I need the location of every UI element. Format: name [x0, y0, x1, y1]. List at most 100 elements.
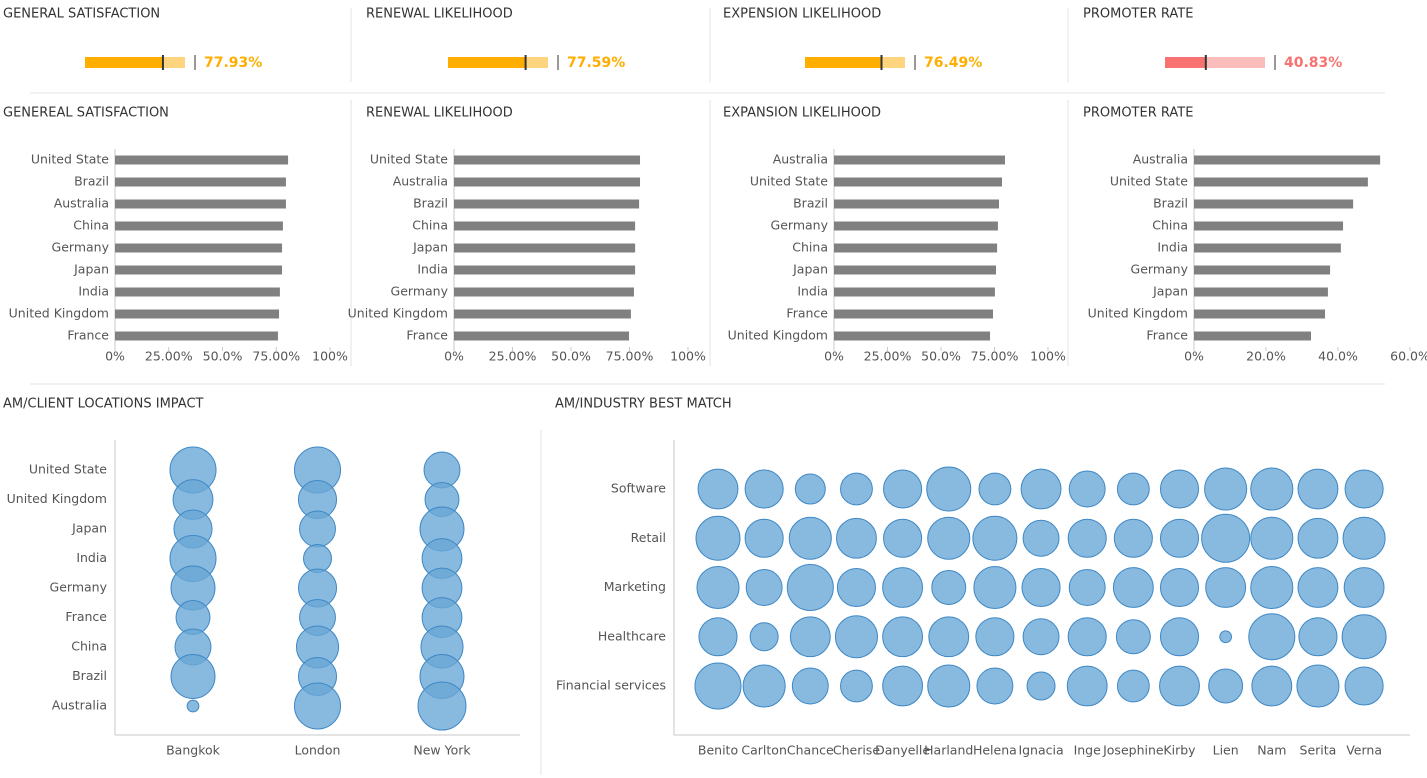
bubble	[791, 667, 829, 705]
bar	[834, 287, 995, 297]
bubble	[840, 472, 873, 506]
category-label: Australia	[393, 174, 448, 189]
x-category-label: Cherise	[833, 743, 880, 758]
category-label: United Kingdom	[9, 306, 109, 321]
bar	[115, 243, 283, 253]
bubble	[698, 617, 738, 657]
bar	[1194, 265, 1331, 275]
y-category-label: Brazil	[72, 668, 107, 683]
x-category-label: Kirby	[1163, 743, 1196, 758]
category-label: India	[78, 284, 109, 299]
kpi-title: RENEWAL LIKELIHOOD	[366, 7, 513, 22]
category-label: France	[67, 328, 109, 343]
y-category-label: China	[71, 639, 107, 654]
bubble	[1020, 468, 1062, 510]
category-label: United Kingdom	[348, 306, 448, 321]
category-label: Australia	[54, 196, 109, 211]
x-tick-label: 25.00%	[489, 349, 537, 364]
bubble	[1297, 567, 1339, 608]
y-category-label: France	[65, 609, 107, 624]
y-category-label: United State	[29, 462, 107, 477]
bubble	[186, 699, 200, 713]
category-label: China	[1152, 218, 1188, 233]
bar	[454, 265, 636, 275]
bubble	[744, 469, 784, 509]
bar	[115, 155, 289, 165]
bar	[454, 331, 630, 341]
bubble	[1201, 513, 1251, 563]
bubble	[927, 664, 971, 708]
bubble	[749, 622, 779, 652]
bubble	[883, 469, 923, 509]
x-tick-label: 0%	[1184, 349, 1204, 364]
bubble	[975, 617, 1015, 657]
category-label: France	[786, 306, 828, 321]
x-tick-label: 75.00%	[971, 349, 1019, 364]
y-category-label: Germany	[50, 580, 108, 595]
category-label: Australia	[1133, 152, 1188, 167]
bullet-bar	[805, 57, 882, 68]
x-tick-label: 40.0%	[1318, 349, 1358, 364]
bubble	[976, 667, 1014, 705]
bar	[115, 199, 286, 209]
y-category-label: Financial services	[556, 678, 666, 693]
bubble	[742, 664, 786, 708]
y-category-label: Retail	[631, 530, 666, 545]
kpi-title: EXPENSION LIKELIHOOD	[723, 7, 881, 22]
x-category-label: Chance	[787, 743, 834, 758]
bubble	[1250, 516, 1294, 560]
x-category-label: Lien	[1213, 743, 1239, 758]
kpi-title: GENERAL SATISFACTION	[3, 7, 160, 22]
chart-title: AM/INDUSTRY BEST MATCH	[555, 397, 732, 412]
bubble	[1021, 567, 1061, 608]
x-category-label: Bangkok	[166, 743, 221, 758]
x-category-label: Serita	[1300, 743, 1337, 758]
x-category-label: Carlton	[741, 743, 786, 758]
bubble	[1026, 671, 1056, 701]
bubble	[170, 654, 216, 699]
bubble	[786, 563, 834, 612]
category-label: France	[1146, 328, 1188, 343]
bubble	[1297, 517, 1339, 559]
bubble	[973, 565, 1017, 610]
chart-title: RENEWAL LIKELIHOOD	[366, 106, 513, 121]
bar	[115, 309, 280, 319]
y-category-label: India	[76, 550, 107, 565]
bubble	[928, 616, 970, 658]
bubble	[299, 510, 336, 548]
bubble	[1116, 669, 1150, 703]
x-tick-label: 100%	[670, 349, 706, 364]
bar	[1194, 221, 1344, 231]
bar	[115, 331, 278, 341]
y-category-label: Software	[611, 481, 666, 496]
x-tick-label: 50.0%	[203, 349, 243, 364]
bubble	[1298, 617, 1338, 657]
bar	[454, 243, 636, 253]
bubble	[1159, 567, 1200, 608]
bar	[834, 177, 1002, 187]
category-label: Brazil	[413, 196, 448, 211]
bubble	[1344, 469, 1384, 509]
bubble	[1022, 618, 1060, 656]
x-tick-label: 75.00%	[606, 349, 654, 364]
x-tick-label: 0%	[105, 349, 125, 364]
bar	[1194, 199, 1354, 209]
bubble	[1343, 567, 1385, 608]
bubble	[836, 567, 876, 608]
bubble	[1250, 565, 1294, 610]
bubble	[1067, 617, 1107, 657]
x-tick-label: 20.0%	[1246, 349, 1286, 364]
kpi-value: 76.49%	[924, 55, 982, 71]
category-label: Japan	[1152, 284, 1188, 299]
bar	[115, 265, 283, 275]
category-label: Japan	[73, 262, 109, 277]
chart-title: PROMOTER RATE	[1083, 106, 1193, 121]
bubble	[1022, 519, 1060, 557]
bubble	[1159, 469, 1200, 509]
bar	[1194, 287, 1328, 297]
bar	[1194, 309, 1326, 319]
bar	[1194, 155, 1381, 165]
bubble	[745, 569, 783, 606]
bubble	[1296, 664, 1340, 708]
bubble	[1159, 518, 1200, 558]
